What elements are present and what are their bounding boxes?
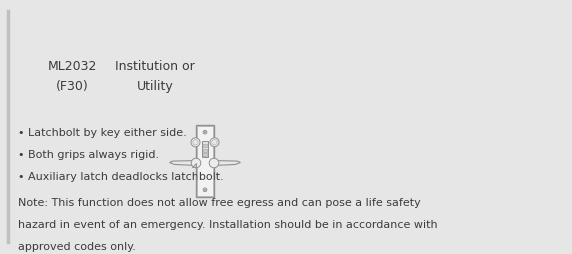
Bar — [202, 145, 207, 148]
Text: Note: This function does not allow free egress and can pose a life safety: Note: This function does not allow free … — [18, 197, 421, 207]
Circle shape — [209, 158, 219, 168]
Circle shape — [203, 131, 207, 134]
Text: Utility: Utility — [137, 80, 173, 93]
Bar — [197, 127, 213, 196]
Text: • Auxiliary latch deadlocks latchbolt.: • Auxiliary latch deadlocks latchbolt. — [18, 171, 224, 181]
Circle shape — [191, 138, 200, 147]
Polygon shape — [192, 163, 196, 167]
Circle shape — [204, 189, 205, 191]
Circle shape — [203, 188, 207, 192]
Circle shape — [193, 140, 198, 145]
Bar — [202, 154, 207, 156]
Polygon shape — [213, 161, 240, 166]
Text: • Latchbolt by key either side.: • Latchbolt by key either side. — [18, 128, 186, 137]
Bar — [196, 125, 214, 197]
Text: ML2032: ML2032 — [47, 60, 97, 73]
Text: hazard in event of an emergency. Installation should be in accordance with: hazard in event of an emergency. Install… — [18, 219, 438, 229]
Text: (F30): (F30) — [55, 80, 89, 93]
Circle shape — [204, 132, 205, 133]
Polygon shape — [169, 161, 197, 166]
Text: Institution or: Institution or — [115, 60, 195, 73]
Bar — [202, 149, 207, 152]
Circle shape — [210, 138, 219, 147]
Circle shape — [212, 140, 217, 145]
Bar — [202, 141, 208, 157]
Text: approved codes only.: approved codes only. — [18, 241, 136, 251]
Text: • Both grips always rigid.: • Both grips always rigid. — [18, 149, 159, 159]
Circle shape — [191, 158, 201, 168]
